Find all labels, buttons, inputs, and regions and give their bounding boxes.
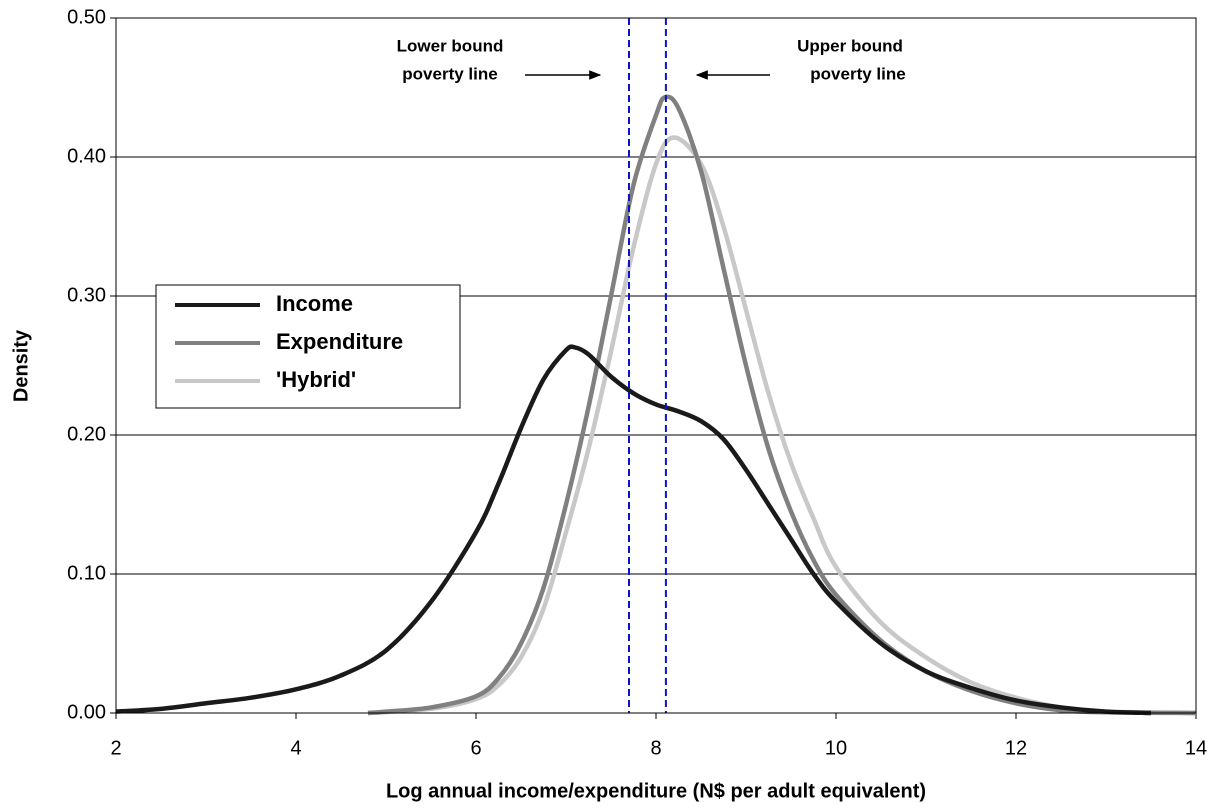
series-line [367,94,1197,716]
series-line [367,135,1197,716]
y-tick-label: 0.20 [67,423,106,445]
legend-label: Expenditure [276,329,403,354]
y-tick-label: 0.00 [67,701,106,723]
annotation: Upper bound [797,36,903,55]
y-tick-label: 0.40 [67,145,106,167]
legend-label: 'Hybrid' [276,367,356,392]
x-tick-label: 14 [1185,737,1207,759]
y-tick-label: 0.10 [67,562,106,584]
lines [115,18,1197,716]
series-line [115,344,1152,716]
x-axis-label: Log annual income/expenditure (N$ per ad… [386,780,926,802]
plot-border [115,17,1197,714]
x-tick-label: 12 [1005,737,1027,759]
x-tick-label: 2 [110,737,121,759]
annotation: poverty line [402,64,497,83]
x-tick-label: 4 [290,737,301,759]
y-tick-label: 0.50 [67,6,106,28]
y-tick-label: 0.30 [67,284,106,306]
x-tick-label: 10 [825,737,847,759]
y-axis-label: Density [10,329,32,402]
x-tick-label: 6 [470,737,481,759]
annotation: Lower bound [397,36,504,55]
legend-label: Income [276,291,353,316]
annotation: poverty line [810,64,905,83]
x-tick-label: 8 [650,737,661,759]
